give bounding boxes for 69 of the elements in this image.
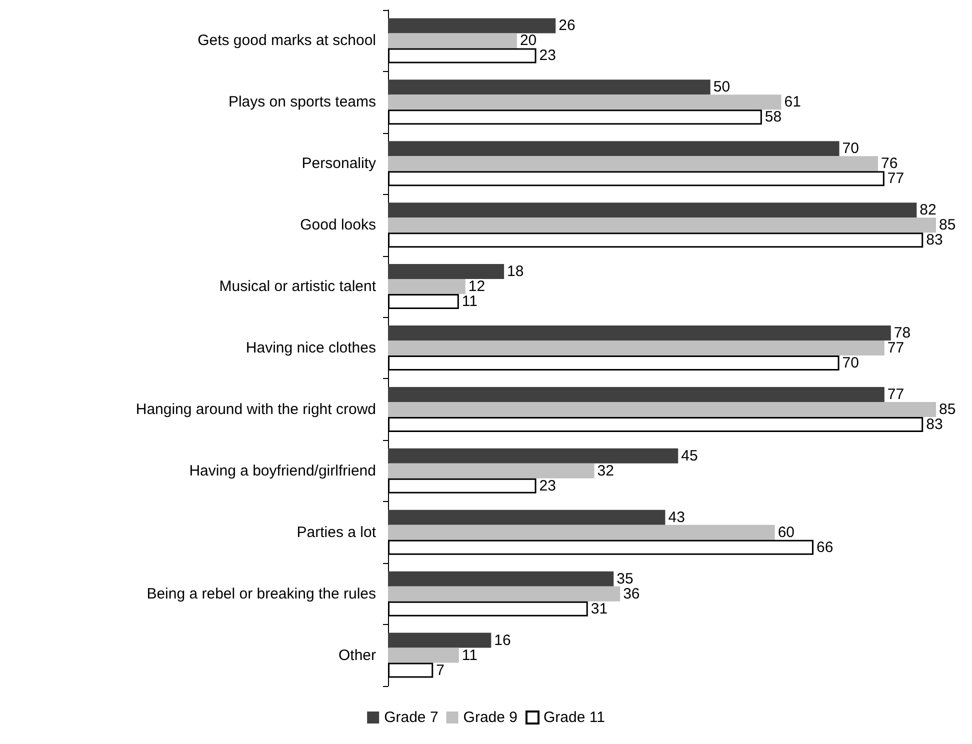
bar (388, 524, 775, 540)
y-tick-label: Being a rebel or breaking the rules (146, 585, 376, 602)
data-label: 18 (507, 263, 524, 280)
bar (388, 648, 459, 663)
data-label: 82 (920, 202, 936, 219)
data-label: 58 (764, 108, 782, 126)
bar (388, 632, 492, 648)
data-label: 70 (842, 354, 859, 372)
data-label: 35 (616, 570, 634, 588)
bar (388, 80, 710, 95)
data-label: 11 (462, 646, 478, 664)
legend-label: Grade 11 (543, 709, 605, 726)
y-tick-label: Having a boyfriend/girlfriend (189, 462, 376, 480)
bar (388, 586, 620, 602)
y-tick-label: Gets good marks at school (198, 32, 376, 50)
data-label: 66 (816, 538, 834, 556)
data-label: 60 (778, 524, 795, 541)
data-label: 32 (597, 462, 614, 480)
data-label: 26 (558, 17, 576, 34)
data-label: 83 (926, 232, 943, 249)
bar (388, 326, 891, 340)
y-tick-label: Hanging around with the right crowd (136, 400, 376, 418)
y-tick-label: Parties a lot (296, 524, 377, 541)
y-tick-label: Other (338, 646, 376, 664)
bar (388, 202, 917, 218)
y-tick-label: Musical or artistic talent (219, 278, 377, 296)
bar (388, 340, 884, 356)
y-tick-label: Personality (302, 155, 376, 172)
y-tick-label: Plays on sports teams (228, 94, 376, 111)
data-label: 70 (842, 140, 859, 158)
bar (388, 218, 936, 233)
bar (388, 33, 517, 48)
bar (388, 141, 840, 156)
bar (388, 156, 878, 172)
data-label: 85 (939, 400, 956, 418)
bar (388, 402, 936, 417)
data-label: 77 (887, 386, 904, 403)
data-label: 23 (539, 477, 556, 494)
data-label: 7 (436, 662, 444, 679)
data-label: 12 (468, 278, 486, 296)
data-label: 85 (939, 216, 956, 234)
bar (388, 571, 614, 586)
y-tick-label: Good looks (300, 216, 376, 234)
data-label: 16 (494, 632, 511, 649)
data-label: 83 (926, 416, 943, 433)
bar (388, 279, 466, 294)
bar (388, 510, 666, 525)
data-label: 36 (623, 585, 640, 602)
data-label: 45 (681, 447, 698, 464)
data-label: 61 (784, 94, 801, 111)
data-label: 77 (887, 170, 904, 188)
bar (388, 18, 556, 34)
data-label: 11 (462, 293, 478, 310)
bar (388, 386, 884, 402)
data-label: 20 (520, 32, 537, 50)
bar (388, 264, 504, 280)
bar (388, 94, 782, 110)
data-label: 31 (590, 600, 608, 618)
data-label: 43 (668, 508, 685, 526)
data-label: 23 (539, 47, 556, 64)
data-label: 50 (713, 78, 730, 96)
bar (388, 463, 594, 478)
data-label: 76 (880, 155, 898, 172)
legend-label: Grade 7 (384, 709, 438, 726)
y-tick-label: Having nice clothes (246, 340, 376, 356)
data-label: 78 (894, 324, 911, 342)
legend-label: Grade 9 (463, 709, 518, 726)
data-label: 77 (887, 340, 904, 356)
bar (388, 448, 678, 464)
